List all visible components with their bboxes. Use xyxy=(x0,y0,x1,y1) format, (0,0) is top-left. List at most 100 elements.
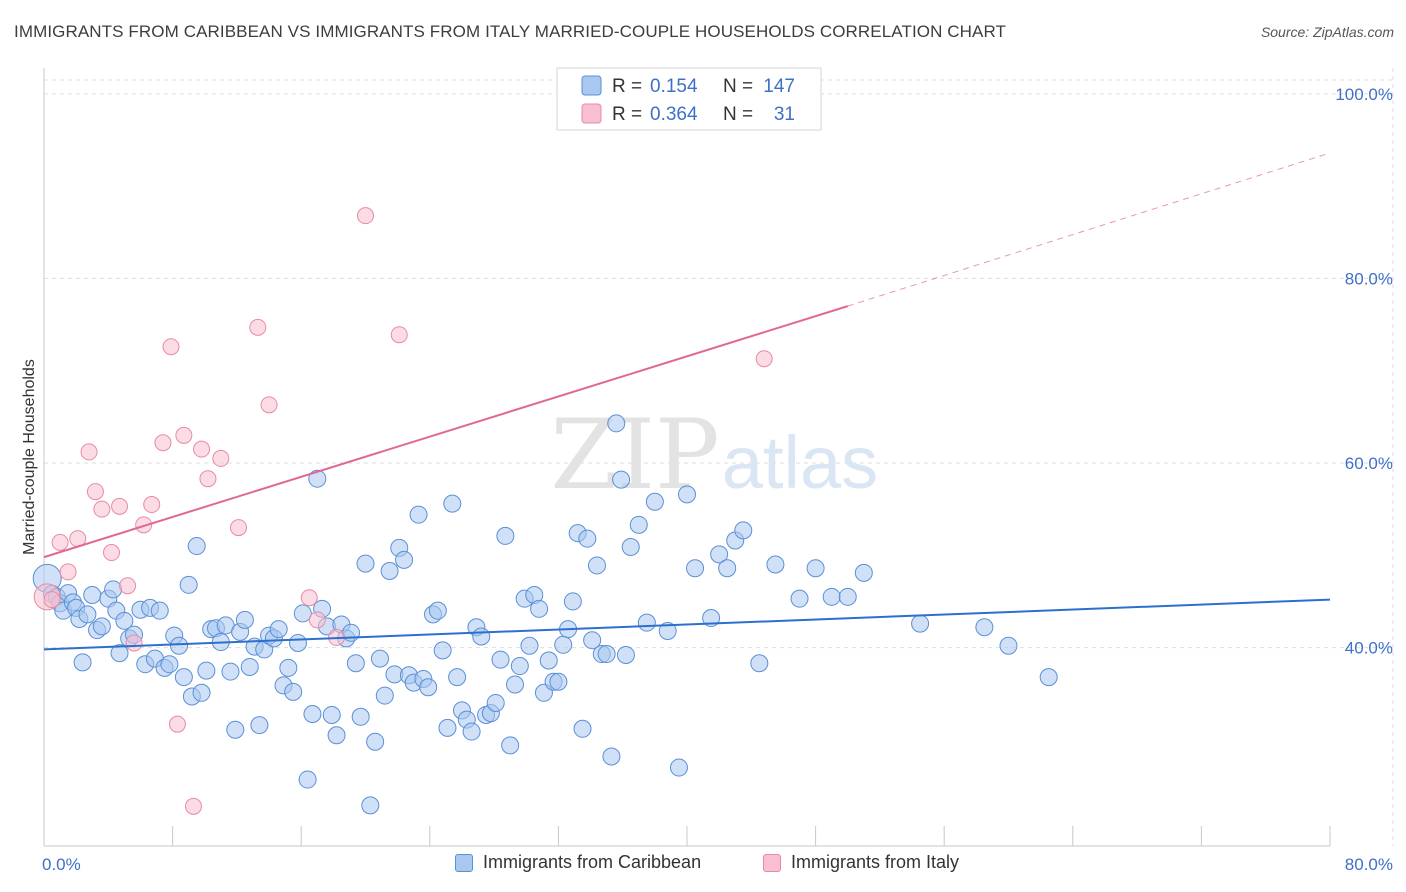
point-caribbean xyxy=(92,617,111,636)
series-italy-points xyxy=(33,207,773,815)
point-caribbean xyxy=(226,720,245,739)
trend-lines xyxy=(43,152,1331,651)
bottom-legend-swatch-italy xyxy=(763,853,781,872)
point-caribbean xyxy=(179,575,198,594)
point-italy xyxy=(260,396,278,414)
point-caribbean xyxy=(293,604,312,623)
point-caribbean xyxy=(573,719,592,738)
point-caribbean xyxy=(838,587,857,606)
point-caribbean xyxy=(160,655,179,674)
point-italy xyxy=(93,500,111,518)
point-caribbean xyxy=(822,587,841,606)
y-tick-label: 100.0% xyxy=(1335,85,1393,104)
point-italy xyxy=(199,470,217,488)
point-caribbean xyxy=(637,613,656,632)
point-caribbean xyxy=(356,554,375,573)
legend-r-label-italy: R = xyxy=(612,104,642,125)
point-italy xyxy=(86,483,104,501)
point-caribbean xyxy=(303,705,322,724)
point-caribbean xyxy=(710,545,729,564)
legend-box: R = 0.154 N = 147 R = 0.364 N = 31 xyxy=(556,67,822,131)
point-caribbean xyxy=(554,635,573,654)
point-italy xyxy=(154,434,172,452)
legend-r-label-caribbean: R = xyxy=(612,76,642,97)
point-caribbean xyxy=(73,653,92,672)
x-tick-label: 80.0% xyxy=(1345,855,1393,874)
series-caribbean-points xyxy=(32,414,1058,815)
legend-r-value-italy: 0.364 xyxy=(650,104,698,125)
point-caribbean xyxy=(361,796,380,815)
point-caribbean xyxy=(486,693,505,712)
point-caribbean xyxy=(187,537,206,556)
point-caribbean xyxy=(433,641,452,660)
point-italy xyxy=(162,338,180,356)
y-tick-label: 40.0% xyxy=(1345,639,1393,658)
point-caribbean xyxy=(854,563,873,582)
legend-n-value-italy: 31 xyxy=(774,104,795,125)
point-italy xyxy=(755,350,773,368)
point-caribbean xyxy=(472,627,491,646)
point-caribbean xyxy=(702,609,721,628)
point-caribbean xyxy=(366,732,385,751)
point-italy xyxy=(184,797,202,815)
y-tick-label: 60.0% xyxy=(1345,454,1393,473)
bottom-legend-label-italy: Immigrants from Italy xyxy=(791,852,960,872)
point-caribbean xyxy=(734,521,753,540)
point-caribbean xyxy=(520,636,539,655)
point-caribbean xyxy=(409,505,428,524)
point-italy xyxy=(168,715,186,733)
point-caribbean xyxy=(658,621,677,640)
tick-labels: 40.0% 60.0% 80.0% 100.0% 0.0% 80.0% xyxy=(42,85,1393,874)
watermark: ZIP atlas xyxy=(550,399,878,511)
point-caribbean xyxy=(448,668,467,687)
point-italy xyxy=(390,326,408,344)
point-caribbean xyxy=(235,610,254,629)
point-caribbean xyxy=(1039,668,1058,687)
point-caribbean xyxy=(911,614,930,633)
trend-line-italy-extension xyxy=(847,152,1331,307)
point-caribbean xyxy=(342,623,361,642)
point-caribbean xyxy=(669,758,688,777)
bottom-legend-label-caribbean: Immigrants from Caribbean xyxy=(483,852,702,872)
point-caribbean xyxy=(975,618,994,637)
bottom-legend: Immigrants from Caribbean Immigrants fro… xyxy=(0,852,1406,878)
legend-n-label-italy: N = xyxy=(723,104,753,125)
point-italy xyxy=(43,591,61,609)
point-caribbean xyxy=(308,469,327,488)
point-caribbean xyxy=(78,605,97,624)
point-caribbean xyxy=(718,559,737,578)
point-caribbean xyxy=(563,592,582,611)
point-caribbean xyxy=(327,726,346,745)
point-caribbean xyxy=(322,705,341,724)
point-caribbean xyxy=(115,611,134,630)
point-italy xyxy=(175,426,193,444)
point-caribbean xyxy=(375,686,394,705)
point-caribbean xyxy=(491,650,510,669)
point-caribbean xyxy=(443,494,462,513)
trend-line-italy xyxy=(43,305,849,559)
point-caribbean xyxy=(530,599,549,618)
point-caribbean xyxy=(380,561,399,580)
point-italy xyxy=(193,440,211,458)
point-caribbean xyxy=(395,550,414,569)
point-caribbean xyxy=(501,736,520,755)
point-italy xyxy=(230,519,248,537)
legend-n-label-caribbean: N = xyxy=(723,76,753,97)
point-caribbean xyxy=(578,529,597,548)
point-caribbean xyxy=(616,645,635,664)
point-caribbean xyxy=(170,636,189,655)
point-caribbean xyxy=(790,589,809,608)
point-caribbean xyxy=(750,654,769,673)
point-caribbean xyxy=(505,675,524,694)
point-italy xyxy=(300,589,318,607)
legend-n-value-caribbean: 147 xyxy=(763,76,795,97)
point-caribbean xyxy=(496,526,515,545)
point-italy xyxy=(59,563,77,581)
point-caribbean xyxy=(192,683,211,702)
point-italy xyxy=(357,207,374,225)
point-caribbean xyxy=(597,645,616,664)
point-italy xyxy=(51,533,69,551)
point-italy xyxy=(103,544,121,562)
point-caribbean xyxy=(174,668,193,687)
